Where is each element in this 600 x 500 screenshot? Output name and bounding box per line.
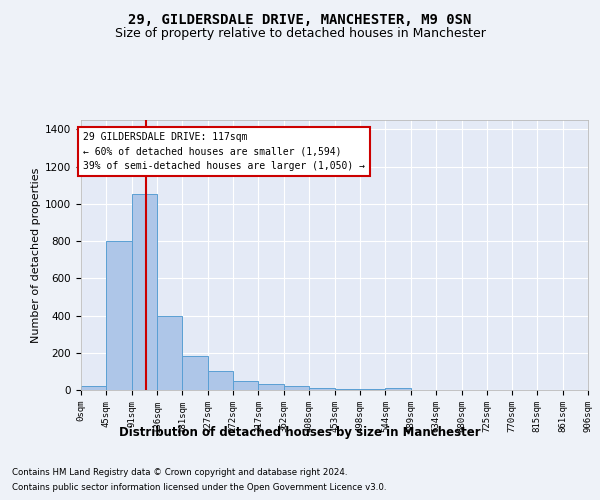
Bar <box>182 356 208 390</box>
Bar <box>259 384 284 390</box>
Bar <box>81 386 106 390</box>
Bar <box>335 389 359 390</box>
Text: Size of property relative to detached houses in Manchester: Size of property relative to detached ho… <box>115 28 485 40</box>
Text: Contains HM Land Registry data © Crown copyright and database right 2024.: Contains HM Land Registry data © Crown c… <box>12 468 347 477</box>
Y-axis label: Number of detached properties: Number of detached properties <box>31 168 41 342</box>
Text: Contains public sector information licensed under the Open Government Licence v3: Contains public sector information licen… <box>12 483 386 492</box>
Text: Distribution of detached houses by size in Manchester: Distribution of detached houses by size … <box>119 426 481 439</box>
Bar <box>310 388 335 390</box>
Bar <box>385 388 410 390</box>
Bar <box>157 316 182 390</box>
Bar <box>132 194 157 390</box>
Bar <box>284 386 310 390</box>
Bar <box>233 381 259 390</box>
Bar <box>106 241 132 390</box>
Text: 29, GILDERSDALE DRIVE, MANCHESTER, M9 0SN: 29, GILDERSDALE DRIVE, MANCHESTER, M9 0S… <box>128 12 472 26</box>
Text: 29 GILDERSDALE DRIVE: 117sqm
← 60% of detached houses are smaller (1,594)
39% of: 29 GILDERSDALE DRIVE: 117sqm ← 60% of de… <box>83 132 365 171</box>
Bar <box>208 372 233 390</box>
